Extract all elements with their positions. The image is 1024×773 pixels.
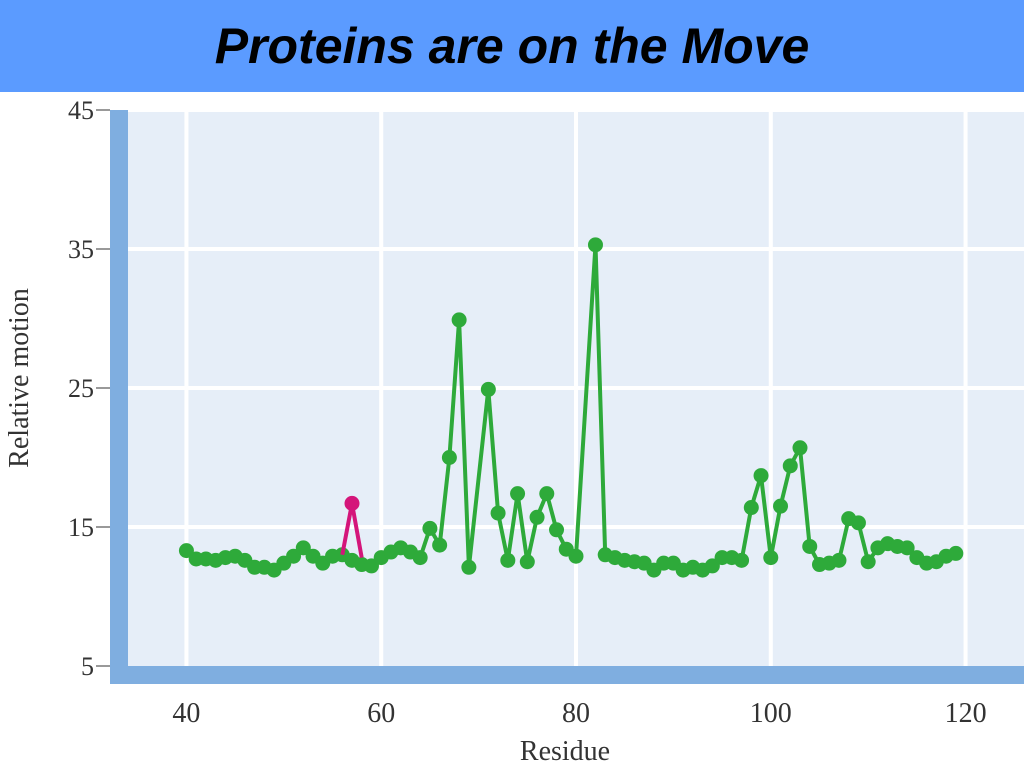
main-series xyxy=(178,237,964,578)
main-data-point xyxy=(490,505,506,521)
main-data-point xyxy=(500,552,516,568)
main-data-point xyxy=(860,554,876,570)
main-data-point xyxy=(743,500,759,516)
main-data-point xyxy=(480,381,496,397)
main-data-point xyxy=(587,237,603,253)
y-axis-band xyxy=(110,110,128,684)
x-tick-label: 80 xyxy=(562,698,590,729)
x-tick-label: 120 xyxy=(945,698,987,729)
slide-title: Proteins are on the Move xyxy=(214,18,810,74)
main-data-point xyxy=(286,548,302,564)
main-data-point xyxy=(568,548,584,564)
main-data-point xyxy=(461,559,477,575)
main-data-point xyxy=(510,486,526,502)
y-tick-label: 35 xyxy=(68,235,94,264)
chart-container: 5 15 25 35 45 40 60 80 100 120 Residue Relative mo… xyxy=(0,92,1024,768)
main-data-point xyxy=(734,552,750,568)
main-data-point xyxy=(831,552,847,568)
main-data-point xyxy=(773,498,789,514)
x-tick-label: 60 xyxy=(367,698,395,729)
main-data-point xyxy=(704,558,720,574)
y-tick-label: 25 xyxy=(68,374,94,403)
main-data-point xyxy=(782,458,798,474)
main-data-point xyxy=(948,545,964,561)
y-tick-label: 5 xyxy=(81,652,94,681)
x-axis-label: Residue xyxy=(520,736,610,767)
main-data-point xyxy=(441,450,457,465)
title-bar: Proteins are on the Move xyxy=(0,0,1024,92)
main-data-point xyxy=(763,550,779,566)
y-tick-label: 15 xyxy=(68,513,94,542)
main-data-point xyxy=(295,540,311,556)
main-data-point xyxy=(802,538,818,554)
main-data-point xyxy=(422,520,438,536)
main-data-point xyxy=(529,509,545,525)
highlight-data-point xyxy=(344,495,360,511)
main-data-point xyxy=(753,468,769,484)
y-tick-label: 45 xyxy=(68,96,94,125)
highlight-series xyxy=(340,495,364,558)
main-data-point xyxy=(519,554,535,570)
main-data-point xyxy=(792,440,808,456)
main-data-point xyxy=(850,515,866,531)
y-axis-label: Relative motion xyxy=(4,288,35,468)
main-data-point xyxy=(451,312,467,328)
main-data-point xyxy=(539,486,555,502)
x-axis-band xyxy=(110,666,1024,684)
main-data-point xyxy=(412,550,428,566)
main-data-point xyxy=(549,522,565,538)
relative-motion-chart: 5 15 25 35 45 40 60 80 100 120 Residue Relative mo… xyxy=(4,96,1024,767)
x-tick-label: 100 xyxy=(750,698,792,729)
main-data-point xyxy=(432,537,448,553)
x-tick-label: 40 xyxy=(172,698,200,729)
main-data-point xyxy=(178,543,194,559)
main-data-point xyxy=(899,540,915,556)
main-data-point xyxy=(363,558,379,574)
